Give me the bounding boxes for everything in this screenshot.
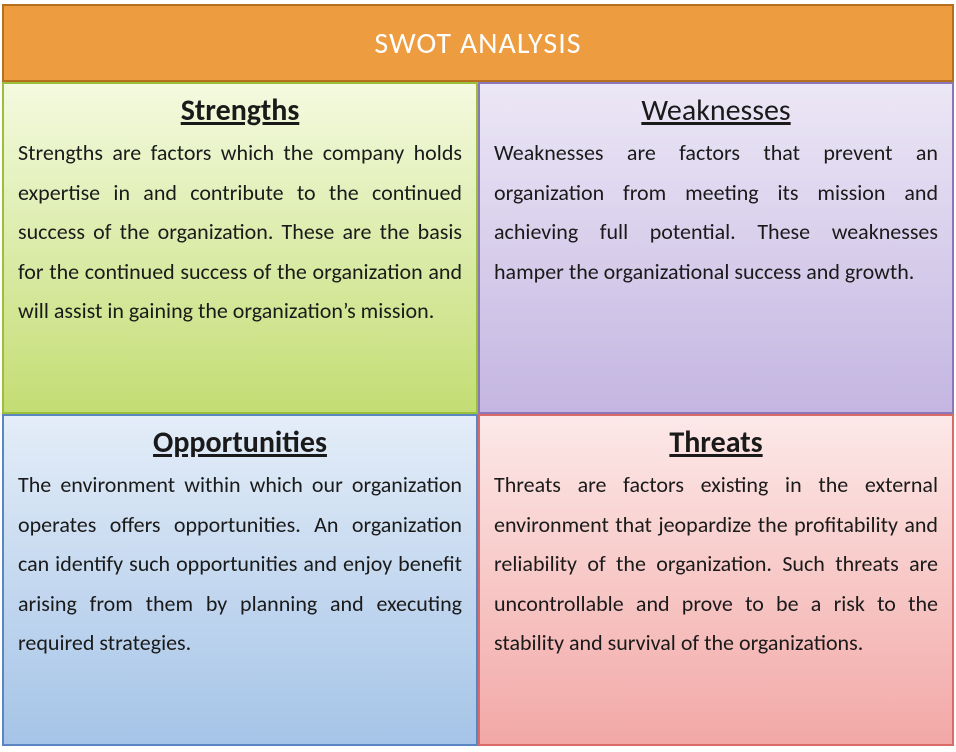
swot-grid: Strengths Strengths are factors which th… <box>2 82 954 746</box>
strengths-quadrant: Strengths Strengths are factors which th… <box>2 82 478 414</box>
swot-header: SWOT ANALYSIS <box>2 4 954 82</box>
threats-heading: Threats <box>494 424 938 461</box>
weaknesses-body: Weaknesses are factors that prevent an o… <box>494 133 938 291</box>
weaknesses-heading: Weaknesses <box>494 92 938 129</box>
strengths-heading: Strengths <box>18 92 462 129</box>
swot-container: SWOT ANALYSIS Strengths Strengths are fa… <box>2 4 954 746</box>
opportunities-quadrant: Opportunities The environment within whi… <box>2 414 478 746</box>
weaknesses-quadrant: Weaknesses Weaknesses are factors that p… <box>478 82 954 414</box>
strengths-body: Strengths are factors which the company … <box>18 133 462 331</box>
opportunities-body: The environment within which our organiz… <box>18 465 462 663</box>
threats-quadrant: Threats Threats are factors existing in … <box>478 414 954 746</box>
threats-body: Threats are factors existing in the exte… <box>494 465 938 663</box>
swot-title: SWOT ANALYSIS <box>374 25 581 62</box>
opportunities-heading: Opportunities <box>18 424 462 461</box>
